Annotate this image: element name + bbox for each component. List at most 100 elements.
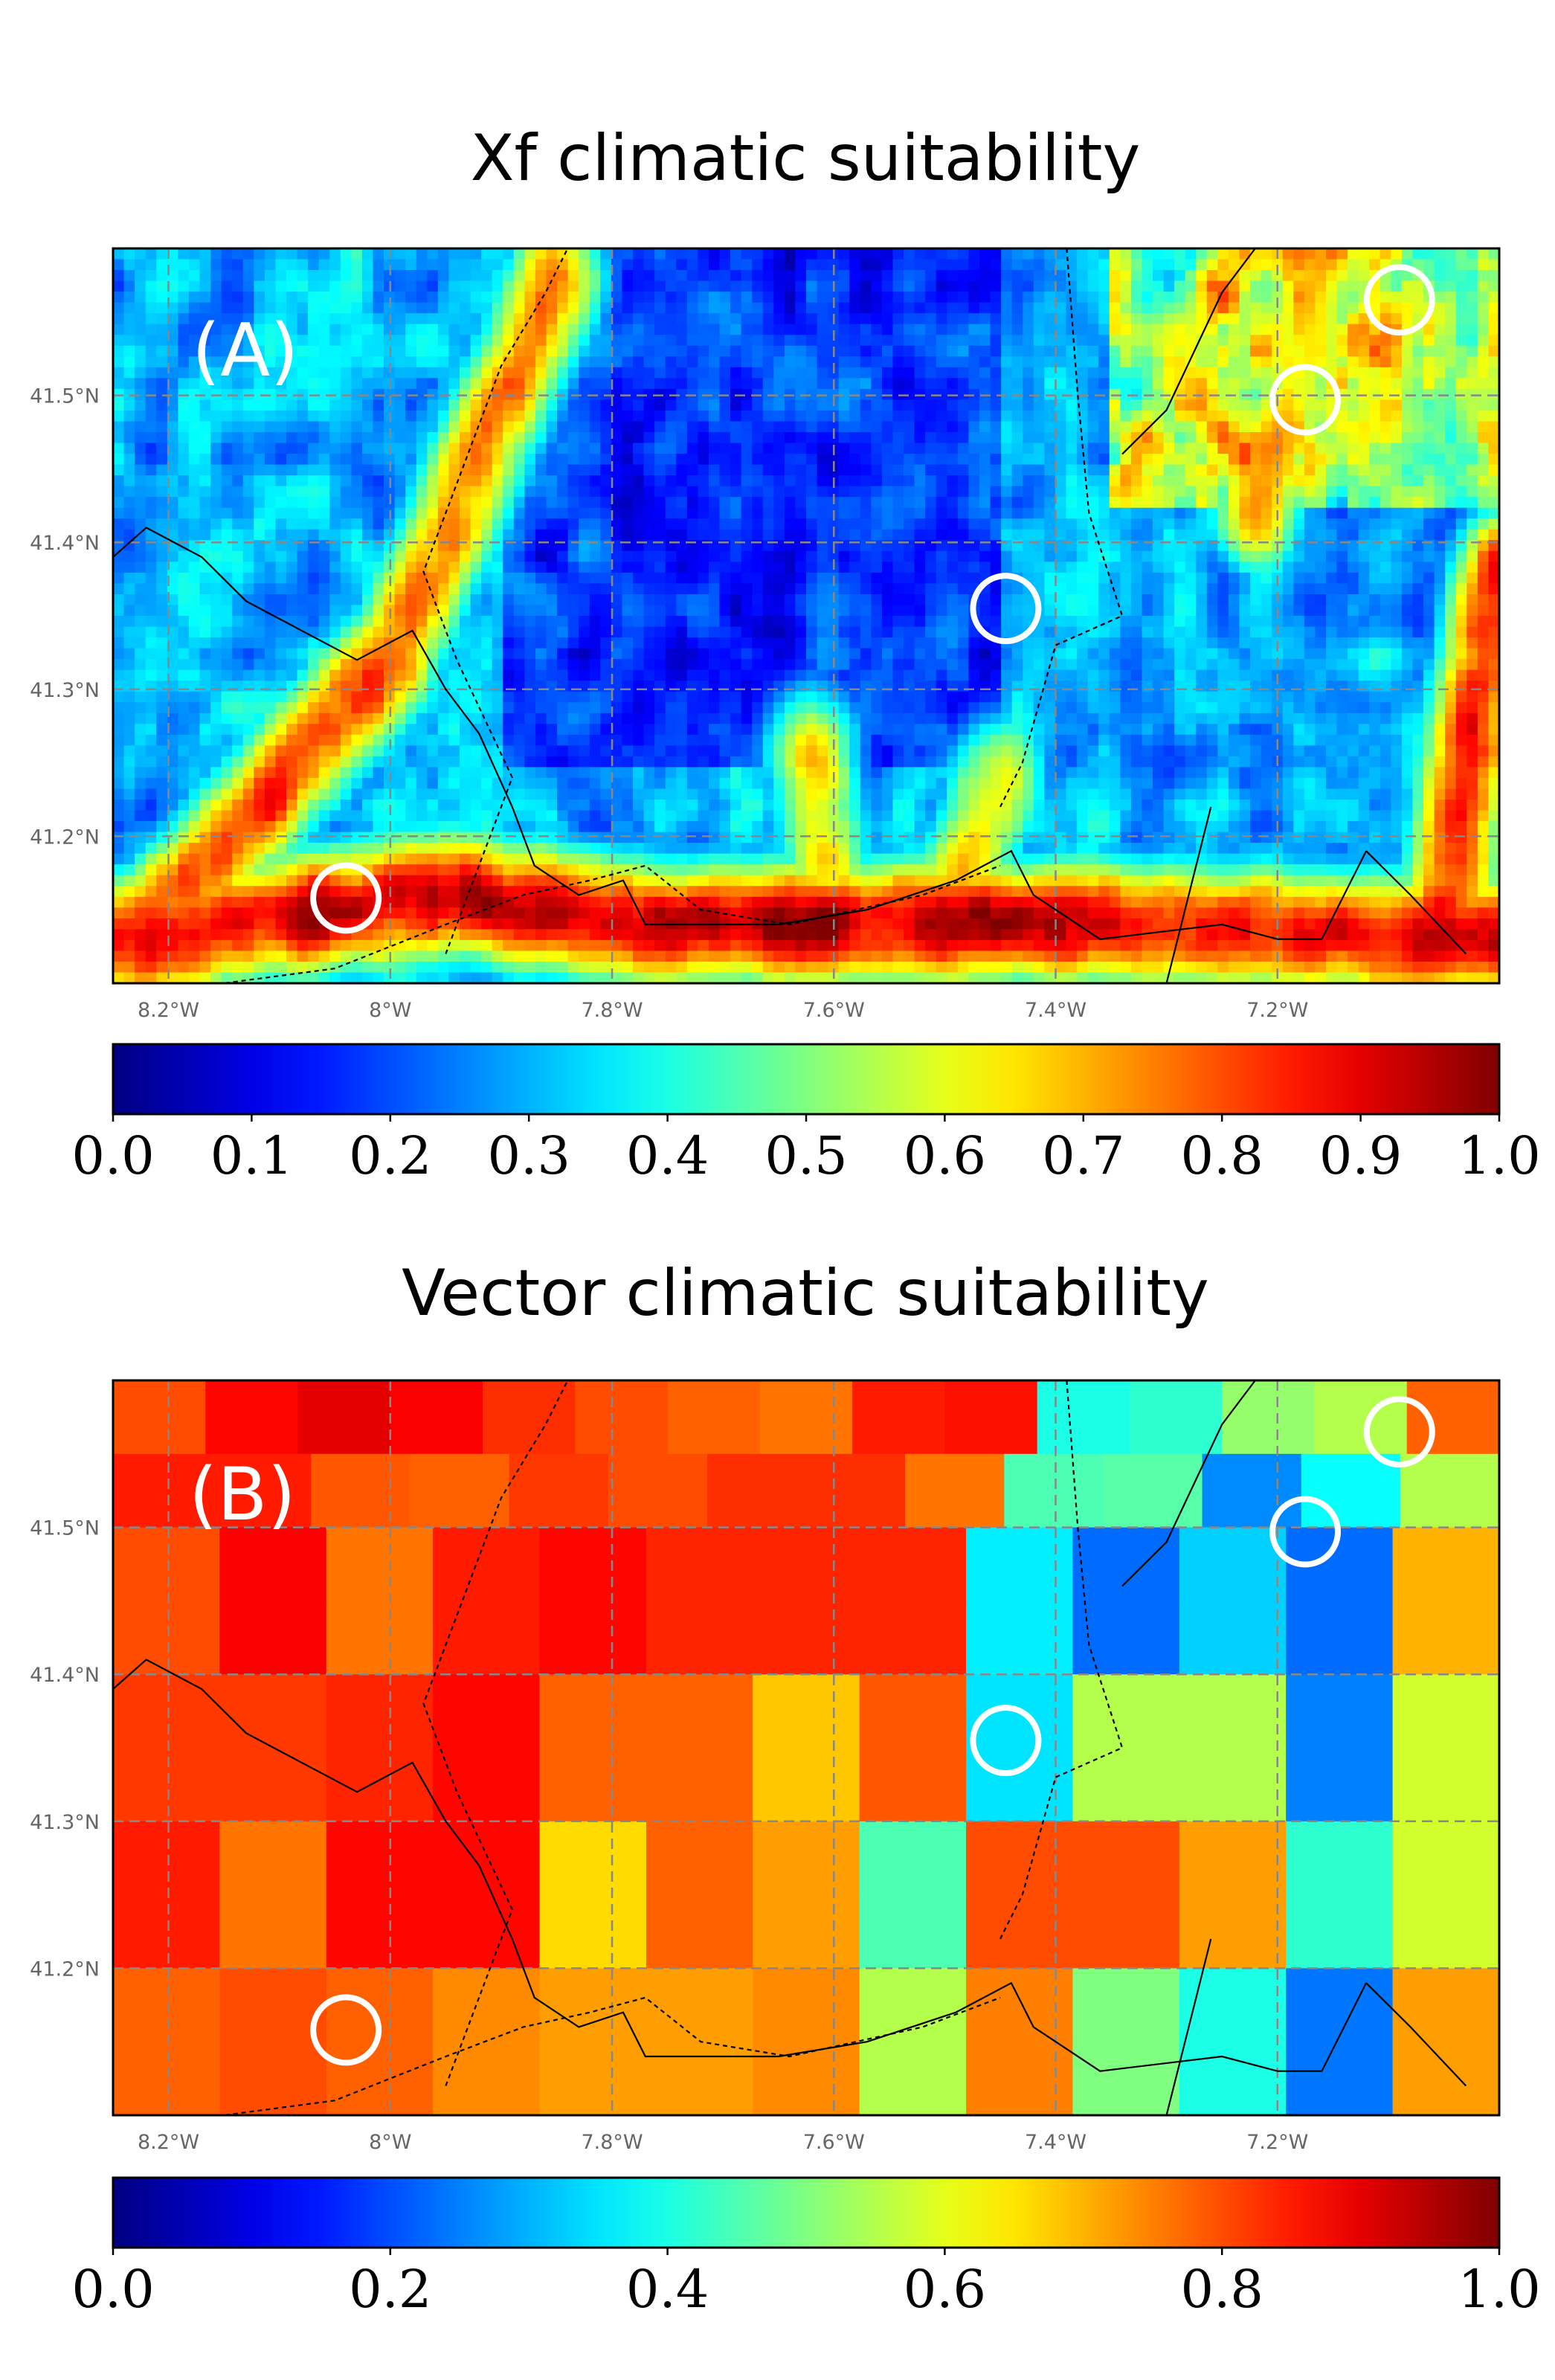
heat-cell: [947, 335, 959, 347]
heat-cell: [1423, 345, 1435, 357]
heat-cell: [957, 454, 970, 466]
heat-cell: [448, 562, 460, 573]
heat-cell: [275, 259, 287, 271]
heat-cell: [286, 280, 298, 292]
heat-cell: [730, 345, 742, 357]
heat-cell: [1142, 302, 1153, 314]
heat-cell: [881, 659, 894, 671]
heat-cell: [936, 572, 947, 585]
heat-cell: [589, 518, 601, 530]
heat-cell: [437, 356, 450, 368]
heat-cell: [1315, 345, 1327, 357]
heat-cell: [1239, 572, 1251, 585]
heat-cell: [1130, 356, 1143, 368]
heat-cell: [232, 659, 244, 671]
heat-cell: [113, 280, 125, 292]
heat-cell: [373, 475, 384, 487]
heat-cell: [557, 616, 569, 628]
heat-cell: [1445, 497, 1457, 509]
heat-cell: [1066, 572, 1078, 585]
heat-cell: [860, 270, 872, 282]
heat-cell: [741, 313, 753, 325]
heat-cell: [546, 302, 558, 314]
heat-cell: [351, 626, 363, 638]
heat-cell: [1087, 486, 1099, 498]
heat-cell: [178, 550, 190, 562]
heat-cell: [1023, 248, 1034, 260]
heat-cell: [806, 572, 818, 585]
heat-cell: [135, 367, 147, 379]
heat-cell: [135, 626, 147, 638]
heat-cell: [643, 248, 655, 260]
heat-cell: [914, 594, 926, 606]
heat-cell: [1011, 324, 1023, 335]
heat-cell: [1185, 421, 1197, 433]
heat-cell: [1239, 378, 1251, 390]
heat-cell: [535, 410, 547, 422]
heat-cell: [990, 302, 1002, 314]
heat-cell: [178, 507, 190, 519]
heat-cell: [622, 605, 634, 617]
heat-cell: [113, 345, 125, 357]
heat-cell: [513, 648, 525, 660]
heat-cell: [1153, 292, 1165, 303]
heat-cell: [340, 443, 352, 454]
heat-cell: [1282, 464, 1294, 476]
heat-cell: [1250, 399, 1262, 411]
heat-cell: [838, 388, 850, 401]
heat-cell: [892, 572, 904, 585]
heat-cell: [1142, 637, 1153, 649]
heat-cell: [567, 259, 579, 271]
heat-cell: [762, 421, 774, 433]
heat-cell: [1044, 497, 1056, 509]
heat-cell: [1467, 356, 1478, 368]
heat-cell: [1336, 302, 1348, 314]
heat-cell: [264, 345, 277, 357]
heat-cell: [481, 529, 493, 541]
heat-cell: [611, 367, 623, 379]
heat-cell: [643, 529, 655, 541]
heat-cell: [1412, 464, 1424, 476]
heat-cell: [340, 626, 352, 638]
heat-cell: [698, 507, 709, 519]
heat-cell: [817, 550, 828, 562]
heat-cell: [416, 518, 428, 530]
heat-cell: [513, 550, 525, 562]
heat-cell: [1369, 507, 1381, 519]
heat-cell: [123, 345, 135, 357]
heat-cell: [405, 562, 417, 573]
heat-cell: [871, 248, 883, 260]
heat-cell: [860, 432, 872, 444]
heat-cell: [871, 464, 883, 476]
heat-cell: [1282, 486, 1294, 498]
heat-cell: [264, 626, 277, 638]
heat-cell: [708, 335, 721, 347]
heat-cell: [686, 486, 698, 498]
heat-cell: [665, 399, 677, 411]
heat-cell: [232, 421, 244, 433]
heat-cell: [546, 637, 558, 649]
heat-cell: [806, 659, 818, 671]
heat-cell: [188, 356, 201, 368]
heat-cell: [1120, 562, 1132, 573]
heat-cell: [1196, 659, 1208, 671]
heat-cell: [741, 270, 753, 282]
heat-cell: [448, 443, 460, 454]
heat-cell: [1217, 648, 1229, 660]
heat-cell: [1130, 432, 1143, 444]
heat-cell: [947, 410, 959, 422]
heat-cell: [871, 454, 883, 466]
heat-cell: [188, 497, 201, 509]
heat-cell: [611, 529, 623, 541]
heat-cell: [1336, 594, 1348, 606]
heat-cell: [817, 421, 828, 433]
heat-cell: [622, 583, 634, 595]
heat-cell: [654, 335, 666, 347]
heat-cell: [1379, 637, 1391, 649]
heat-cell: [600, 454, 612, 466]
heat-cell: [232, 550, 244, 562]
heat-cell: [1434, 302, 1446, 314]
heat-cell: [925, 302, 937, 314]
heat-cell: [860, 248, 872, 260]
heat-cell: [1206, 356, 1218, 368]
